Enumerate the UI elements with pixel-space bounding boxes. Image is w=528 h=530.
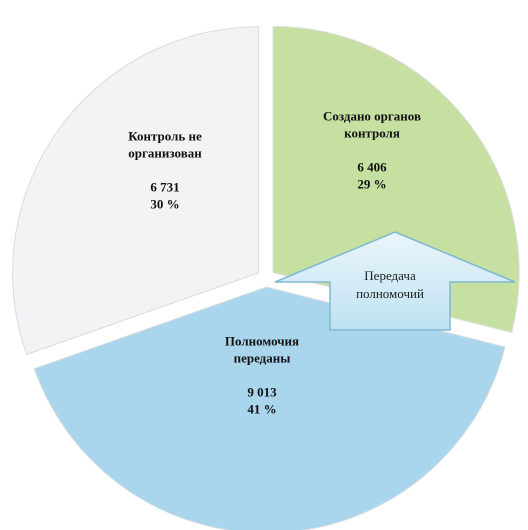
annotation: Передача полномочий [356,268,424,301]
pie-slice [272,25,520,334]
percent-label: 29 % [357,176,387,192]
slice-label: Полномочия переданы 9 013 41 % [202,333,322,418]
value-label: 9 013 [247,384,277,400]
pie-slice [12,26,260,356]
value-label: 6 406 [357,159,387,175]
pie-slice [33,286,506,530]
value-label: 6 731 [150,179,180,195]
slice-label: Создано органов контроля 6 406 29 % [312,108,432,193]
category: Создано органов контроля [322,108,421,141]
slice-label: Контроль не организован 6 731 30 % [105,128,225,213]
percent-label: 41 % [247,401,277,417]
percent-label: 30 % [150,196,180,212]
category: Полномочия переданы [224,333,300,366]
transfer-arrow [274,231,516,331]
category: Контроль не организован [128,128,202,161]
